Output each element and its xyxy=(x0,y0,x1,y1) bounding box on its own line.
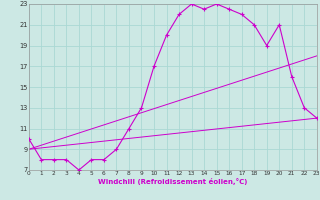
X-axis label: Windchill (Refroidissement éolien,°C): Windchill (Refroidissement éolien,°C) xyxy=(98,178,247,185)
